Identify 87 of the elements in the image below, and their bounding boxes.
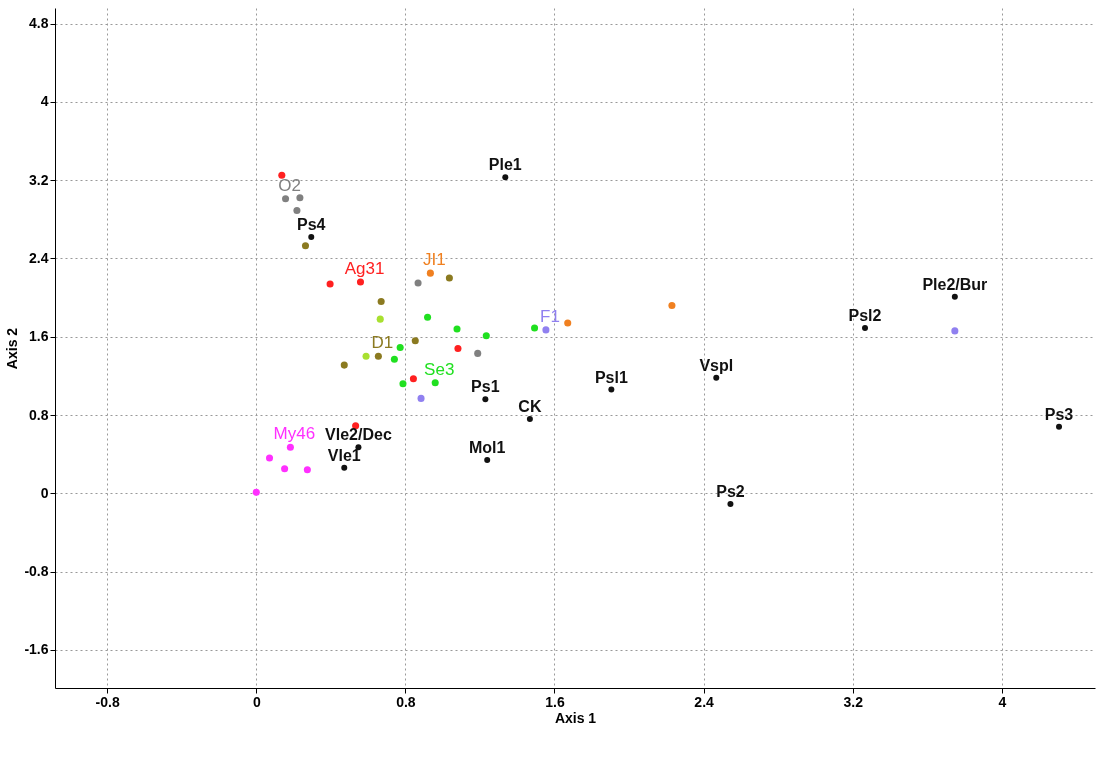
data-label: Ps1 xyxy=(471,378,500,396)
series-label: Ag31 xyxy=(344,258,385,278)
series-label: JI1 xyxy=(423,250,446,270)
point xyxy=(431,379,439,387)
data-label: Ps2 xyxy=(716,483,745,501)
point xyxy=(341,464,348,471)
point xyxy=(484,457,491,464)
point xyxy=(414,279,422,287)
x-tick-label: 1.6 xyxy=(545,693,565,710)
point xyxy=(390,355,398,363)
point xyxy=(713,374,720,381)
point xyxy=(376,315,384,323)
data-label: Psl2 xyxy=(848,306,882,324)
point xyxy=(409,375,417,383)
data-label: Vle2/Dec xyxy=(325,426,392,444)
point xyxy=(1056,423,1063,430)
y-tick-label: 0 xyxy=(40,484,49,501)
point xyxy=(454,344,462,353)
point xyxy=(482,332,490,340)
point xyxy=(542,326,550,334)
point xyxy=(526,415,533,422)
point xyxy=(453,325,461,333)
y-tick-label: 3.2 xyxy=(29,171,49,188)
point xyxy=(727,501,734,508)
point xyxy=(356,278,365,286)
point xyxy=(482,396,489,403)
point xyxy=(340,361,348,369)
point xyxy=(399,380,407,388)
point xyxy=(502,174,509,181)
x-tick-label: 4 xyxy=(998,693,1007,710)
point xyxy=(282,195,290,203)
x-tick-label: 3.2 xyxy=(843,693,864,710)
point xyxy=(951,293,958,300)
point xyxy=(278,171,286,179)
data-label: Mol1 xyxy=(468,439,506,457)
data-label: Vspl xyxy=(699,356,734,374)
point xyxy=(417,394,425,402)
point xyxy=(531,324,539,332)
point xyxy=(608,386,615,393)
data-label: Ple2/Bur xyxy=(922,275,988,293)
point xyxy=(362,352,370,360)
point xyxy=(296,194,304,202)
point xyxy=(374,352,382,360)
series-label: My46 xyxy=(273,424,316,444)
point xyxy=(252,488,260,496)
point xyxy=(474,349,482,357)
y-tick-label: 0.8 xyxy=(29,406,49,423)
x-axis-title: Axis 1 xyxy=(554,709,597,726)
data-label: CK xyxy=(518,397,542,415)
point xyxy=(301,242,310,250)
series-label: Se3 xyxy=(424,359,455,379)
point xyxy=(862,324,869,331)
point xyxy=(303,466,311,474)
point xyxy=(424,313,432,321)
point xyxy=(281,465,289,473)
data-label: Ple1 xyxy=(488,156,522,174)
point xyxy=(308,233,315,240)
point xyxy=(426,269,434,277)
data-label: Psl1 xyxy=(594,368,628,386)
x-tick-label: 2.4 xyxy=(694,693,715,710)
y-tick-label: -1.6 xyxy=(24,641,49,658)
point xyxy=(326,280,334,288)
y-tick-label: 4 xyxy=(40,93,49,110)
data-label: Vle1 xyxy=(327,446,361,464)
y-tick-label: -0.8 xyxy=(24,563,49,580)
point xyxy=(445,274,453,282)
series-label: O2 xyxy=(278,175,301,195)
point xyxy=(377,298,385,306)
y-tick-label: 1.6 xyxy=(29,328,49,345)
x-tick-label: -0.8 xyxy=(95,693,120,710)
point xyxy=(411,337,419,345)
data-label: Ps4 xyxy=(297,215,326,233)
point xyxy=(286,443,294,451)
data-label: Ps3 xyxy=(1044,405,1074,423)
y-tick-label: 2.4 xyxy=(29,249,49,266)
point xyxy=(265,454,274,462)
point xyxy=(293,207,301,215)
series-label: D1 xyxy=(371,333,394,353)
y-tick-label: 4.8 xyxy=(29,15,49,32)
series-label: F1 xyxy=(540,306,560,326)
y-axis-title: Axis 2 xyxy=(4,327,21,370)
point xyxy=(668,301,676,309)
x-tick-label: 0.8 xyxy=(396,693,416,710)
x-tick-label: 0 xyxy=(252,693,261,710)
point xyxy=(951,327,959,335)
point xyxy=(564,319,572,327)
point xyxy=(396,343,404,352)
